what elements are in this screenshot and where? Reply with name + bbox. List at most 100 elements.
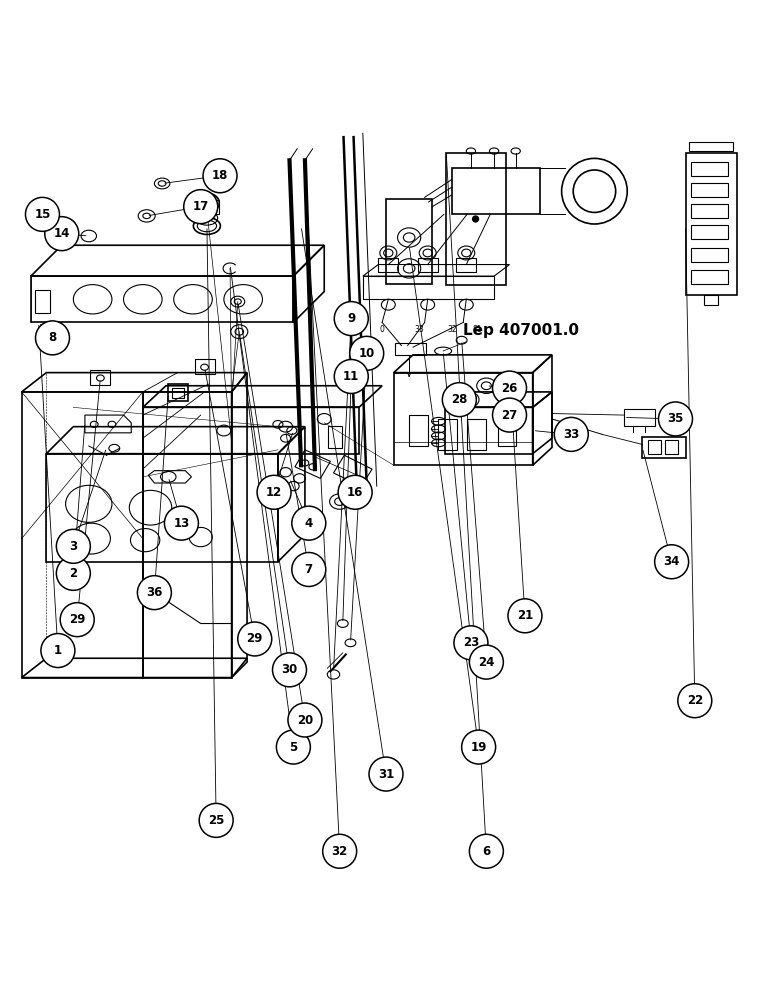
Circle shape bbox=[350, 336, 384, 370]
Text: 31: 31 bbox=[378, 768, 394, 781]
Circle shape bbox=[292, 552, 326, 586]
Bar bbox=[456, 258, 476, 272]
Bar bbox=[498, 415, 516, 446]
Circle shape bbox=[655, 545, 689, 579]
Bar bbox=[691, 204, 728, 218]
Text: 9: 9 bbox=[347, 312, 355, 325]
Text: 11: 11 bbox=[343, 370, 360, 383]
Bar bbox=[691, 270, 728, 284]
Text: 32: 32 bbox=[448, 325, 457, 334]
Text: 14: 14 bbox=[53, 227, 70, 240]
Text: 29: 29 bbox=[246, 632, 263, 645]
Circle shape bbox=[41, 634, 75, 668]
Circle shape bbox=[508, 599, 542, 633]
Text: 3: 3 bbox=[69, 540, 77, 553]
Circle shape bbox=[678, 684, 712, 718]
Circle shape bbox=[334, 359, 368, 393]
Circle shape bbox=[338, 475, 372, 509]
Text: 28: 28 bbox=[451, 393, 468, 406]
Text: 19: 19 bbox=[470, 741, 487, 754]
Text: 32: 32 bbox=[331, 845, 348, 858]
Text: 10: 10 bbox=[358, 347, 375, 360]
Circle shape bbox=[469, 834, 503, 868]
Circle shape bbox=[164, 506, 198, 540]
Circle shape bbox=[257, 475, 291, 509]
Circle shape bbox=[203, 159, 237, 193]
Bar bbox=[648, 440, 661, 454]
Text: 23: 23 bbox=[462, 636, 479, 649]
Bar bbox=[395, 343, 426, 355]
Circle shape bbox=[56, 529, 90, 563]
Text: 22: 22 bbox=[686, 694, 703, 707]
Circle shape bbox=[292, 506, 326, 540]
Bar bbox=[409, 415, 428, 446]
Text: 16: 16 bbox=[347, 486, 364, 499]
Circle shape bbox=[56, 556, 90, 590]
Text: 12: 12 bbox=[266, 486, 283, 499]
Bar bbox=[691, 248, 728, 262]
Text: 36: 36 bbox=[146, 586, 163, 599]
Bar bbox=[328, 426, 342, 448]
Bar bbox=[378, 258, 398, 272]
Bar bbox=[691, 183, 728, 197]
Text: 6: 6 bbox=[482, 845, 490, 858]
Circle shape bbox=[442, 383, 476, 417]
Bar bbox=[195, 200, 219, 214]
Bar bbox=[195, 359, 215, 374]
Text: 25: 25 bbox=[208, 814, 225, 827]
Bar bbox=[665, 440, 678, 454]
Circle shape bbox=[184, 190, 218, 224]
Bar bbox=[418, 258, 438, 272]
Circle shape bbox=[659, 402, 692, 436]
Text: 7: 7 bbox=[305, 563, 313, 576]
Text: 1: 1 bbox=[54, 644, 62, 657]
Circle shape bbox=[45, 217, 79, 251]
Circle shape bbox=[199, 803, 233, 837]
Text: 27: 27 bbox=[501, 409, 518, 422]
Circle shape bbox=[273, 653, 306, 687]
Circle shape bbox=[469, 645, 503, 679]
Circle shape bbox=[288, 703, 322, 737]
Text: 4: 4 bbox=[305, 517, 313, 530]
Text: 35: 35 bbox=[667, 412, 684, 425]
Bar bbox=[691, 225, 728, 239]
Circle shape bbox=[137, 576, 171, 610]
Text: 24: 24 bbox=[478, 656, 495, 669]
Text: 33: 33 bbox=[415, 325, 424, 334]
Text: 21: 21 bbox=[516, 609, 533, 622]
Text: 81: 81 bbox=[472, 325, 482, 334]
Text: 2: 2 bbox=[69, 567, 77, 580]
Text: 15: 15 bbox=[34, 208, 51, 221]
Text: 20: 20 bbox=[296, 714, 313, 727]
Circle shape bbox=[238, 622, 272, 656]
Text: 5: 5 bbox=[290, 741, 297, 754]
Circle shape bbox=[454, 626, 488, 660]
Circle shape bbox=[276, 730, 310, 764]
Text: 33: 33 bbox=[563, 428, 580, 441]
Text: 13: 13 bbox=[173, 517, 190, 530]
Circle shape bbox=[369, 757, 403, 791]
Circle shape bbox=[60, 603, 94, 637]
Text: 8: 8 bbox=[49, 331, 56, 344]
Bar bbox=[168, 384, 188, 401]
Circle shape bbox=[334, 302, 368, 336]
Text: 29: 29 bbox=[69, 613, 86, 626]
Ellipse shape bbox=[472, 216, 479, 222]
Text: 30: 30 bbox=[281, 663, 298, 676]
Bar bbox=[438, 419, 457, 450]
Text: 34: 34 bbox=[663, 555, 680, 568]
Circle shape bbox=[25, 197, 59, 231]
Text: 0: 0 bbox=[380, 325, 384, 334]
Bar bbox=[467, 419, 486, 450]
Circle shape bbox=[323, 834, 357, 868]
Bar bbox=[704, 295, 718, 305]
Text: 26: 26 bbox=[501, 382, 518, 395]
Circle shape bbox=[493, 371, 527, 405]
Text: Lep 407001.0: Lep 407001.0 bbox=[463, 323, 579, 338]
Circle shape bbox=[493, 398, 527, 432]
Text: 18: 18 bbox=[212, 169, 229, 182]
Bar bbox=[172, 388, 184, 398]
Circle shape bbox=[554, 417, 588, 451]
Bar bbox=[691, 162, 728, 176]
Circle shape bbox=[36, 321, 69, 355]
